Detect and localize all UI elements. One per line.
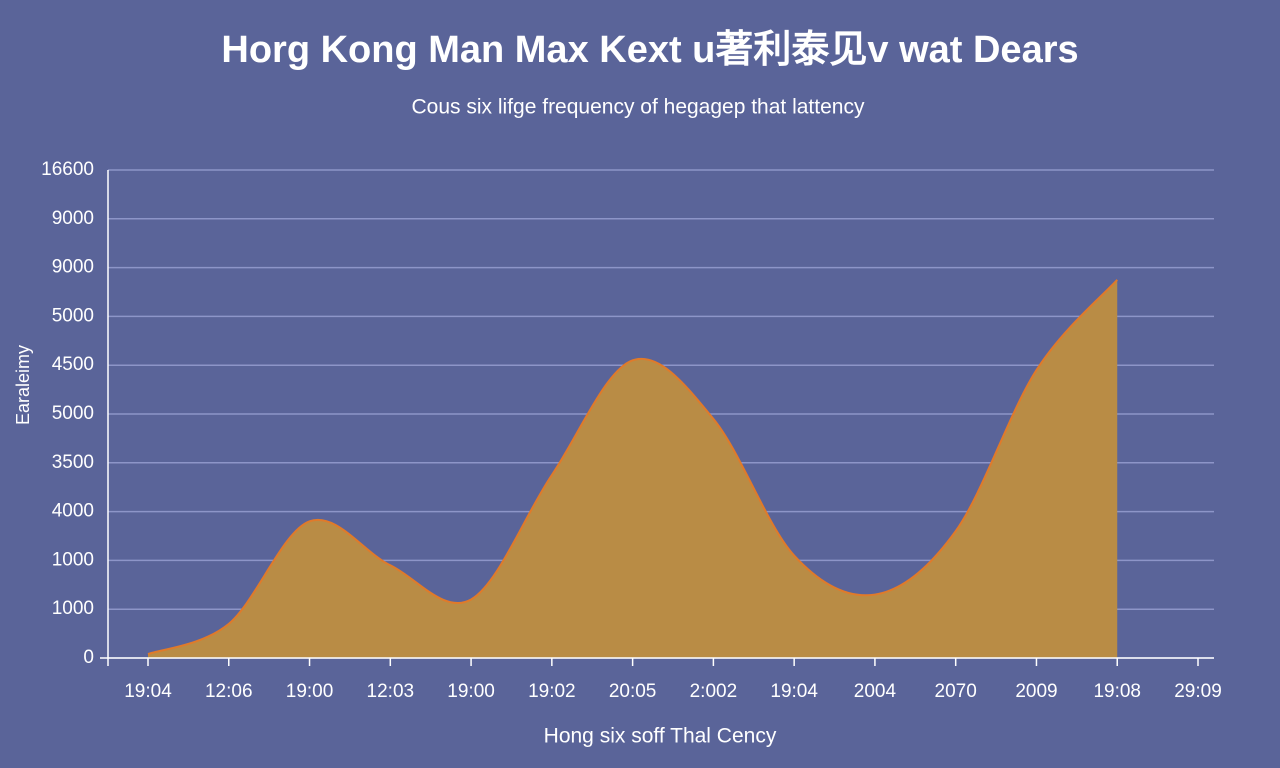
area xyxy=(148,279,1118,658)
x-tick-label: 12:06 xyxy=(205,681,253,702)
x-tick-label: 19:04 xyxy=(124,681,172,702)
y-tick-label: 9000 xyxy=(52,257,94,278)
area-line xyxy=(147,279,1118,656)
y-tick-label: 5000 xyxy=(52,403,94,424)
x-tick-label: 20:05 xyxy=(609,681,657,702)
chart-title: Horg Kong Man Max Kext u著利泰见v wat Dears xyxy=(221,29,1078,71)
x-tick-label: 19:02 xyxy=(528,681,576,702)
x-tick-label: 29:09 xyxy=(1174,681,1222,702)
y-tick-label: 0 xyxy=(83,647,94,668)
x-tick-label: 2009 xyxy=(1015,681,1057,702)
y-axis-label: Earaleimy xyxy=(13,345,33,425)
y-tick-label: 4000 xyxy=(52,501,94,522)
y-tick-label: 16600 xyxy=(41,159,94,180)
y-tick-label: 9000 xyxy=(52,208,94,229)
y-tick-label: 1000 xyxy=(52,598,94,619)
chart-subtitle: Cous six lifge frequency of hegagep that… xyxy=(412,96,865,119)
x-tick-label: 12:03 xyxy=(367,681,415,702)
x-tick-label: 19:00 xyxy=(447,681,495,702)
y-tick-label: 4500 xyxy=(52,354,94,375)
y-tick-label: 5000 xyxy=(52,305,94,326)
x-tick-label: 19:04 xyxy=(770,681,818,702)
y-tick-label: 3500 xyxy=(52,452,94,473)
x-axis-label: Hong six soff Thal Cency xyxy=(544,725,777,748)
x-tick-label: 2:002 xyxy=(690,681,738,702)
x-tick-label: 2070 xyxy=(935,681,977,702)
y-tick-label: 1000 xyxy=(52,549,94,570)
x-tick-label: 19:08 xyxy=(1093,681,1141,702)
x-tick-label: 19:00 xyxy=(286,681,334,702)
x-tick-label: 2004 xyxy=(854,681,897,702)
